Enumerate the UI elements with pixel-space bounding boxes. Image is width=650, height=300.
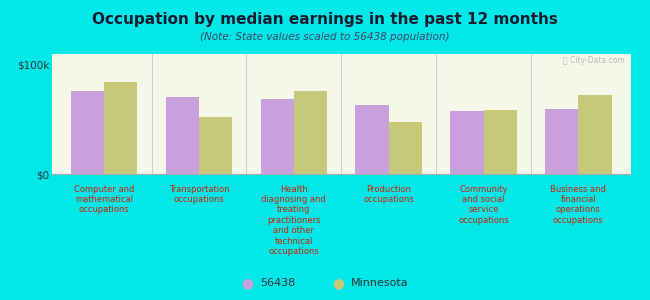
Text: Occupation by median earnings in the past 12 months: Occupation by median earnings in the pas… xyxy=(92,12,558,27)
Text: Ⓚ City-Data.com: Ⓚ City-Data.com xyxy=(563,56,625,65)
Text: Business and
financial
operations
occupations: Business and financial operations occupa… xyxy=(551,184,606,225)
Text: Production
occupations: Production occupations xyxy=(363,184,414,204)
Text: (Note: State values scaled to 56438 population): (Note: State values scaled to 56438 popu… xyxy=(200,32,450,43)
Text: Computer and
mathematical
occupations: Computer and mathematical occupations xyxy=(74,184,135,214)
Bar xyxy=(199,117,232,174)
Bar xyxy=(104,82,137,174)
Bar xyxy=(484,110,517,174)
Text: 56438: 56438 xyxy=(260,278,295,289)
Bar xyxy=(261,99,294,174)
Text: Transportation
occupations: Transportation occupations xyxy=(169,184,229,204)
Text: Health
diagnosing and
treating
practitioners
and other
technical
occupations: Health diagnosing and treating practitio… xyxy=(261,184,326,256)
Bar xyxy=(294,91,327,174)
Bar xyxy=(578,95,612,174)
Text: ●: ● xyxy=(241,277,253,290)
Text: ●: ● xyxy=(332,277,344,290)
Bar xyxy=(450,111,484,174)
Bar xyxy=(166,97,199,174)
Bar xyxy=(71,91,104,174)
Text: Minnesota: Minnesota xyxy=(351,278,409,289)
Bar xyxy=(356,105,389,174)
Bar xyxy=(545,109,578,174)
Text: Community
and social
service
occupations: Community and social service occupations xyxy=(458,184,509,225)
Bar xyxy=(389,122,422,174)
